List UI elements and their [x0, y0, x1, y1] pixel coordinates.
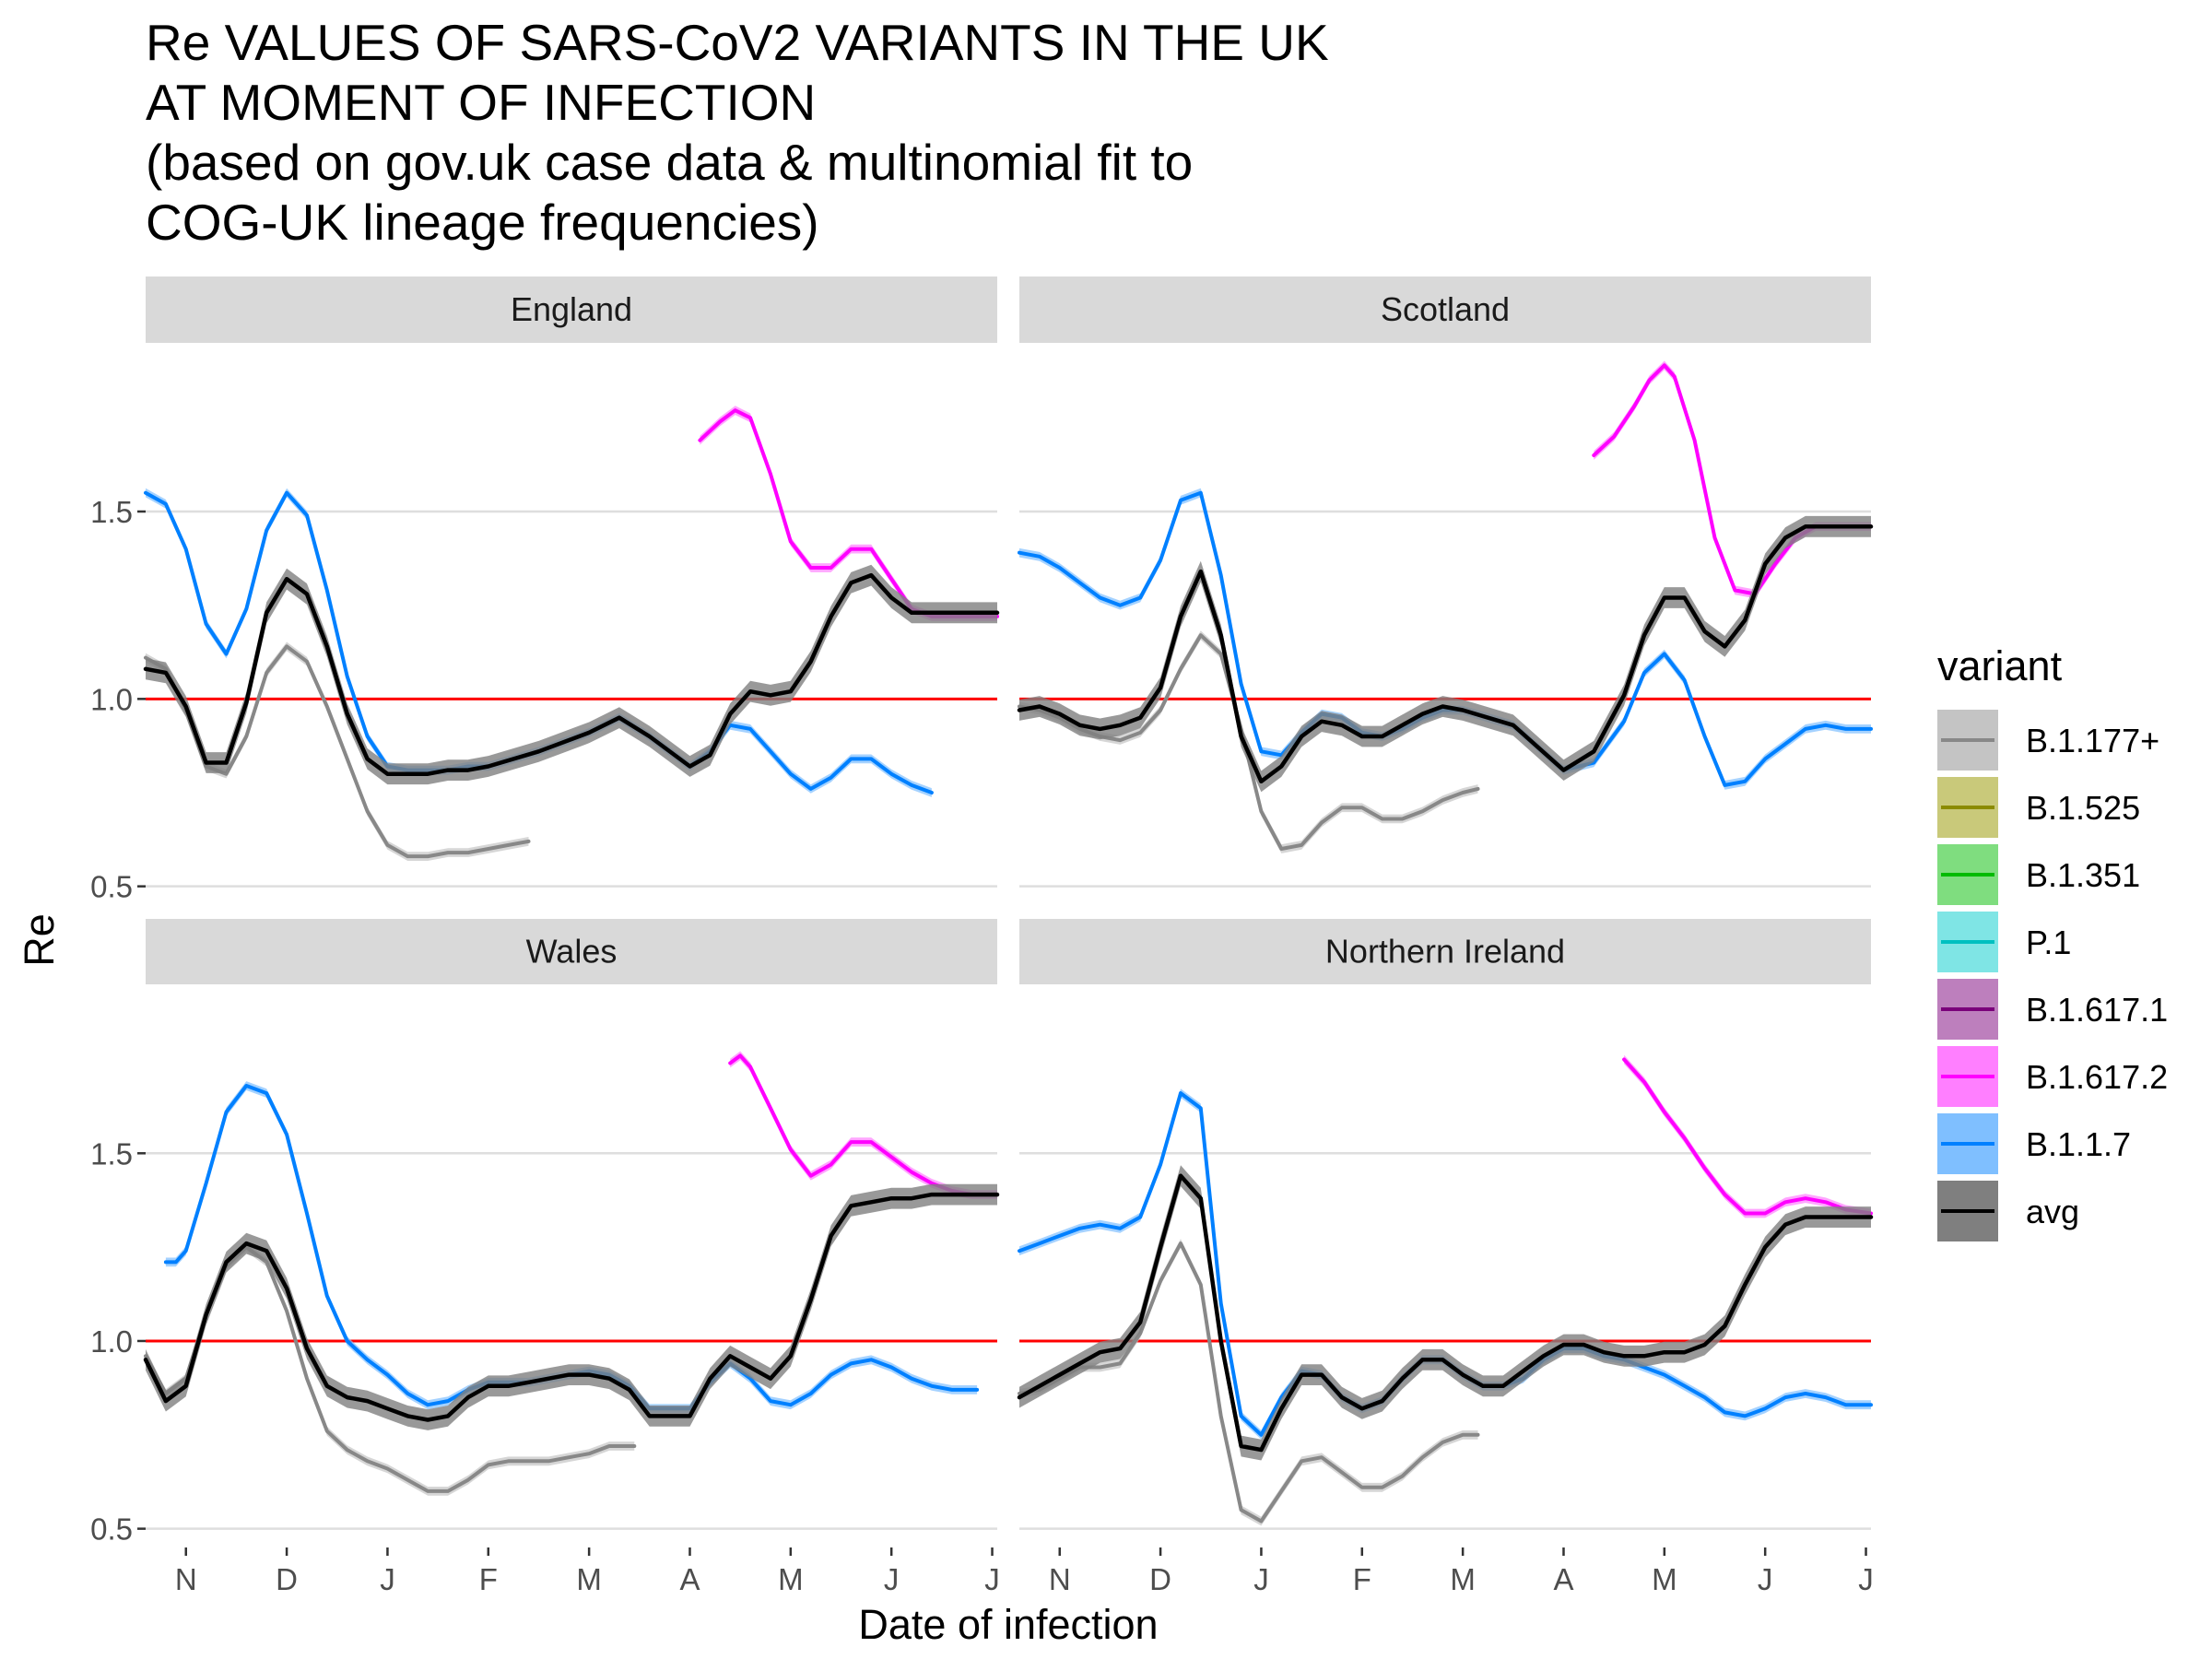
- y-tick-label: 1.5: [90, 1136, 133, 1171]
- panel-england: England 0.5 1.0 1.5: [90, 276, 1000, 904]
- x-tick-label: M: [576, 1562, 602, 1596]
- panel-wales: Wales 0.5 1.0 1.5 N D J F M A M J J: [90, 919, 1000, 1596]
- y-tick-label: 1.5: [90, 495, 133, 529]
- x-tick-label: F: [479, 1562, 498, 1596]
- series-line-avg: [1017, 1173, 1874, 1453]
- facet-strip: [146, 919, 997, 984]
- band-b-1-1-7: [1019, 488, 1871, 790]
- series-line-avg: [143, 572, 1000, 776]
- y-axis-title: Re: [16, 913, 63, 967]
- legend: variant B.1.177+ B.1.525 B.1.351 P.1 B.1.617…: [1937, 642, 2168, 1241]
- x-tick-label: F: [1353, 1562, 1371, 1596]
- series-line-b-1-1-7: [1018, 1091, 1873, 1437]
- band-avg: [146, 1183, 997, 1430]
- facet-panels: England 0.5 1.0 1.5 Scotland Wales 0.5 1.0 1.5 N D…: [90, 276, 1874, 1596]
- title-line-3: (based on gov.uk case data & multinomial…: [146, 134, 1193, 191]
- x-tick-label: D: [1149, 1562, 1171, 1596]
- x-tick-label: N: [175, 1562, 197, 1596]
- legend-label: B.1.525: [2026, 789, 2140, 827]
- title-line-2: AT MOMENT OF INFECTION: [146, 74, 816, 131]
- legend-label: B.1.351: [2026, 856, 2140, 894]
- legend-item-b-1-351: B.1.351: [1937, 844, 2140, 905]
- series-line-b-1-177-: [1018, 1241, 1480, 1524]
- facet-strip-label: Scotland: [1381, 290, 1510, 328]
- x-tick-label: J: [380, 1562, 395, 1596]
- band-b-1-617-2: [1594, 360, 1871, 599]
- facet-strip: [1019, 276, 1871, 343]
- x-tick-label: M: [778, 1562, 804, 1596]
- y-tick-label: 0.5: [90, 1512, 133, 1547]
- x-tick-label: J: [984, 1562, 1000, 1596]
- legend-label: P.1: [2026, 924, 2071, 961]
- legend-title: variant: [1937, 642, 2063, 689]
- series-line-b-1-1-7: [1018, 490, 1873, 787]
- legend-label: B.1.177+: [2026, 722, 2159, 759]
- facet-strip-label: England: [511, 290, 632, 328]
- panel-scotland: Scotland: [1017, 276, 1874, 888]
- facet-strip-label: Wales: [526, 933, 618, 971]
- legend-label: B.1.617.1: [2026, 991, 2168, 1029]
- panel-northern-ireland: Northern Ireland N D J F M A M J J: [1017, 919, 1874, 1596]
- series-line-b-1-617-2: [728, 1053, 999, 1197]
- series-line-b-1-617-2: [1622, 1057, 1873, 1216]
- band-b-1-1-7: [1019, 1088, 1871, 1440]
- legend-item-b-1-177-: B.1.177+: [1937, 710, 2159, 771]
- series-line-b-1-177-: [1018, 633, 1480, 851]
- band-avg: [1019, 515, 1871, 793]
- y-tick-label: 1.0: [90, 682, 133, 716]
- x-tick-label: D: [276, 1562, 298, 1596]
- x-tick-label: N: [1049, 1562, 1071, 1596]
- legend-item-avg: avg: [1937, 1181, 2079, 1241]
- x-tick-label: M: [1652, 1562, 1677, 1596]
- band-avg: [146, 564, 997, 785]
- legend-label: B.1.1.7: [2026, 1125, 2131, 1163]
- legend-item-b-1-525: B.1.525: [1937, 777, 2140, 838]
- band-b-1-177-: [1019, 630, 1478, 853]
- legend-item-b-1-1-7: B.1.1.7: [1937, 1113, 2131, 1174]
- title-line-1: Re VALUES OF SARS-CoV2 VARIANTS IN THE U…: [146, 14, 1329, 71]
- x-tick-label: A: [1553, 1562, 1573, 1596]
- y-tick-label: 1.0: [90, 1324, 133, 1359]
- facet-strip: [1019, 919, 1871, 984]
- x-tick-label: M: [1450, 1562, 1476, 1596]
- y-tick-label: 0.5: [90, 870, 133, 904]
- band-b-1-617-2: [1624, 1054, 1871, 1218]
- legend-label: avg: [2026, 1193, 2079, 1230]
- x-tick-label: A: [679, 1562, 700, 1596]
- legend-item-p-1: P.1: [1937, 912, 2071, 972]
- x-tick-label: J: [1253, 1562, 1269, 1596]
- chart-title: Re VALUES OF SARS-CoV2 VARIANTS IN THE U…: [146, 14, 1329, 251]
- series-line-avg: [143, 1192, 1000, 1422]
- band-b-1-617-2: [730, 1051, 997, 1199]
- x-tick-label: J: [884, 1562, 900, 1596]
- legend-item-b-1-617-1: B.1.617.1: [1937, 979, 2168, 1040]
- legend-label: B.1.617.2: [2026, 1058, 2168, 1096]
- x-axis-title: Date of infection: [858, 1601, 1158, 1648]
- series-line-b-1-617-2: [1592, 363, 1873, 596]
- series-line-avg: [1017, 524, 1874, 784]
- title-line-4: COG-UK lineage frequencies): [146, 194, 819, 251]
- x-tick-label: J: [1758, 1562, 1773, 1596]
- legend-item-b-1-617-2: B.1.617.2: [1937, 1046, 2168, 1107]
- facet-strip-label: Northern Ireland: [1325, 933, 1565, 971]
- x-tick-label: J: [1858, 1562, 1874, 1596]
- facet-strip: [146, 276, 997, 343]
